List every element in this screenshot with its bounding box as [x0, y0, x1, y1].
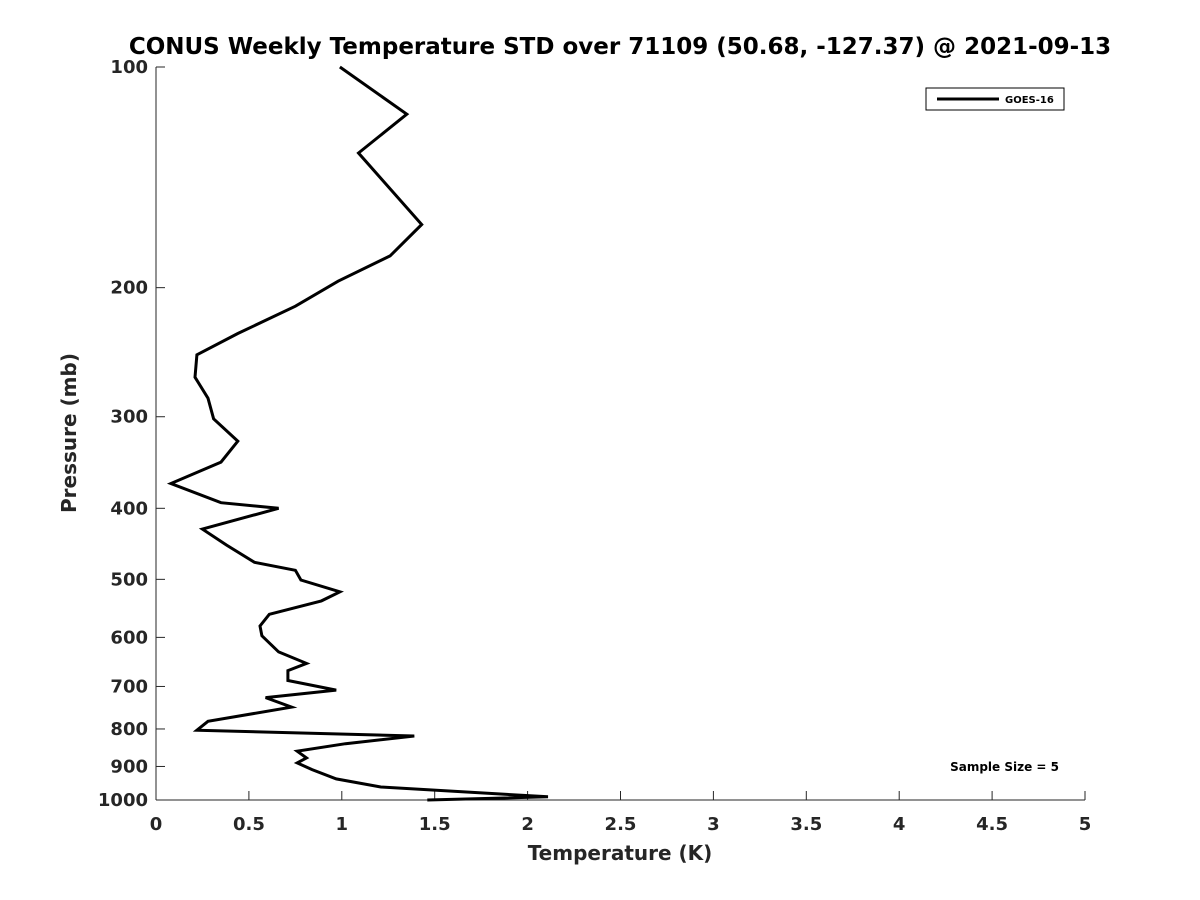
x-tick-label: 0.5: [233, 814, 265, 835]
legend: GOES-16: [925, 87, 1065, 111]
y-tick-label: 700: [110, 676, 148, 697]
y-tick-label: 500: [110, 569, 148, 590]
y-tick-label: 900: [110, 756, 148, 777]
sample-size-annotation: Sample Size = 5: [950, 760, 1059, 774]
series-layer: [166, 65, 549, 802]
y-tick-label: 1000: [98, 790, 148, 811]
x-axis-label: Temperature (K): [528, 841, 713, 865]
x-tick-label: 0: [150, 814, 163, 835]
x-tick-label: 1: [336, 814, 349, 835]
chart-title: CONUS Weekly Temperature STD over 71109 …: [129, 34, 1111, 60]
y-tick-label: 400: [110, 498, 148, 519]
y-tick-label: 800: [110, 719, 148, 740]
x-tick-label: 4.5: [976, 814, 1008, 835]
x-tick-label: 3.5: [790, 814, 822, 835]
x-tick-label: 2.5: [605, 814, 637, 835]
x-tick-label: 4: [893, 814, 906, 835]
y-tick-label: 100: [110, 57, 148, 78]
legend-label-goes-16: GOES-16: [1005, 95, 1054, 106]
axes: 0 0.5 1 1.5 2 2.5 3 3.5 4 4.5 5 100 200 300 400 500 600 7…: [98, 57, 1091, 835]
series-line-goes-16: [166, 65, 549, 802]
plot-area: [156, 67, 1085, 800]
y-tick-label: 600: [110, 627, 148, 648]
x-tick-label: 3: [707, 814, 720, 835]
x-tick-label: 1.5: [419, 814, 451, 835]
x-tick-label: 5: [1079, 814, 1092, 835]
x-tick-label: 2: [521, 814, 534, 835]
y-tick-label: 200: [110, 278, 148, 299]
y-axis-label: Pressure (mb): [57, 353, 81, 513]
y-tick-label: 300: [110, 407, 148, 428]
